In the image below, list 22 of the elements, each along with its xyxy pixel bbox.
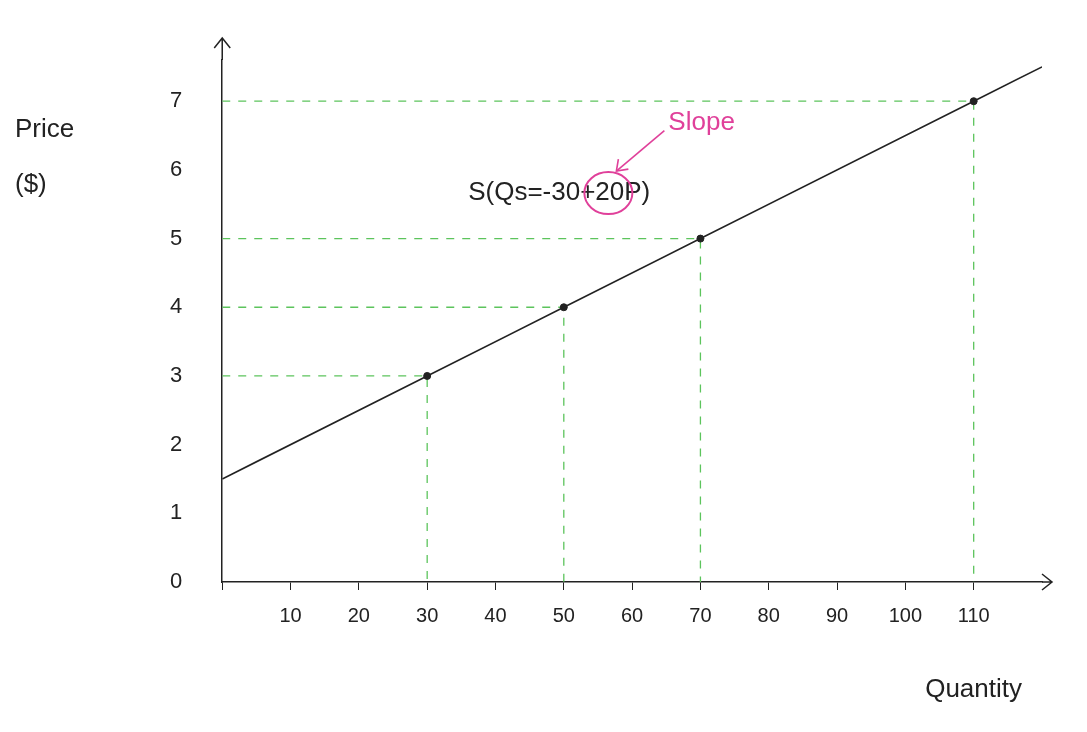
- y-axis-title: Price ($): [15, 113, 75, 199]
- y-tick-label: 0: [169, 568, 183, 594]
- x-tick-label: 90: [825, 603, 849, 626]
- x-tick-label: 100: [888, 603, 923, 626]
- x-tick-label: 50: [552, 603, 575, 626]
- y-tick-label: 2: [169, 430, 183, 456]
- y-tick-label: 1: [169, 499, 183, 525]
- x-tick-label: 70: [689, 603, 712, 626]
- x-axis-title: Quantity: [925, 673, 1022, 704]
- y-tick-label: 5: [169, 224, 183, 250]
- x-tick-label: 30: [416, 603, 439, 626]
- x-tick-label: 80: [757, 603, 780, 626]
- y-tick-label: 3: [169, 362, 183, 388]
- x-tick-label: 20: [347, 603, 370, 626]
- y-tick-label: 4: [169, 293, 183, 319]
- x-tick-label: 60: [620, 603, 644, 626]
- annotation: Slope: [668, 105, 735, 136]
- y-tick-label: 7: [169, 87, 183, 113]
- x-tick-label: 110: [957, 603, 990, 626]
- x-tick-label: 10: [279, 603, 302, 626]
- y-tick-label: 6: [169, 155, 183, 181]
- x-tick-label: 40: [484, 603, 507, 626]
